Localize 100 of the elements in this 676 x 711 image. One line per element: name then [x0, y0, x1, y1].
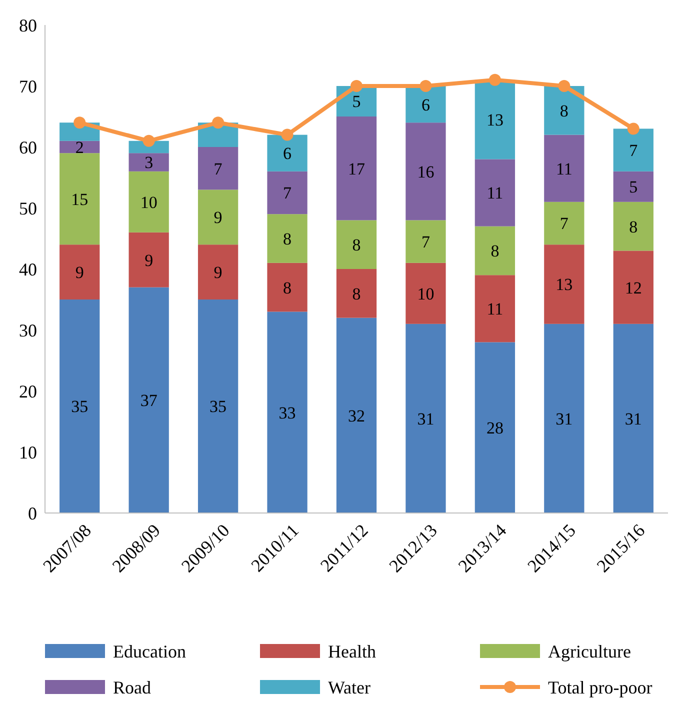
- point: [558, 80, 570, 92]
- bar: [544, 324, 584, 513]
- data-label: 7: [214, 159, 223, 178]
- data-label: 35: [210, 397, 227, 416]
- data-label: 11: [486, 184, 504, 203]
- data-label: 7: [421, 232, 430, 252]
- data-label: 7: [629, 141, 638, 160]
- y-tick-label: 40: [19, 259, 37, 280]
- point: [420, 80, 432, 92]
- data-label: 37: [140, 391, 158, 410]
- bar: [336, 318, 377, 513]
- data-label: 9: [144, 250, 154, 270]
- data-label: 12: [624, 278, 642, 298]
- legend-label: Education: [113, 641, 186, 662]
- data-label: 3: [144, 153, 154, 172]
- bar: [267, 134, 308, 172]
- data-label: 11: [556, 159, 572, 178]
- data-label: 15: [71, 190, 88, 209]
- bar: [474, 342, 516, 513]
- data-label: 10: [417, 284, 434, 304]
- bar: [544, 202, 584, 245]
- data-label: 13: [486, 110, 504, 130]
- bar: [198, 300, 238, 513]
- data-label: 11: [486, 300, 504, 319]
- legend-label: Road: [113, 677, 151, 698]
- point: [74, 116, 86, 129]
- data-label: 9: [214, 263, 222, 282]
- data-label: 13: [556, 275, 573, 294]
- bar: [267, 214, 308, 263]
- data-label: 32: [348, 406, 365, 426]
- bar: [267, 312, 308, 513]
- y-tick-label: 10: [19, 442, 37, 462]
- data-label: 6: [283, 144, 292, 164]
- bar: [544, 86, 584, 135]
- data-label: 17: [348, 159, 366, 178]
- legend-label: Health: [328, 641, 376, 662]
- bar: [474, 275, 516, 342]
- data-label: 33: [278, 403, 296, 422]
- bar: [267, 262, 308, 312]
- data-label: 6: [421, 95, 430, 114]
- bar: [128, 287, 169, 513]
- bar: [544, 134, 584, 202]
- bar: [128, 171, 169, 232]
- bar: [613, 171, 654, 202]
- data-label: 35: [71, 397, 88, 416]
- data-label: 7: [560, 214, 569, 234]
- bar: [613, 128, 654, 172]
- data-label: 10: [140, 192, 158, 212]
- bar: [336, 220, 377, 269]
- legend-label: Water: [328, 677, 371, 698]
- data-label: 8: [352, 284, 361, 304]
- y-tick-label: 70: [19, 76, 37, 96]
- data-label: 5: [352, 92, 361, 112]
- bar: [613, 250, 654, 324]
- bar: [544, 244, 584, 324]
- legend-label: Agriculture: [548, 641, 631, 662]
- bar: [406, 86, 446, 123]
- data-label: 8: [629, 217, 638, 236]
- data-label: 8: [560, 101, 568, 120]
- data-label: 31: [624, 409, 642, 428]
- data-label: 31: [556, 409, 573, 428]
- point: [212, 116, 224, 129]
- data-label: 5: [629, 178, 638, 197]
- point: [488, 74, 501, 86]
- legend-label: Total pro-poor: [548, 677, 652, 698]
- bar: [128, 153, 169, 172]
- data-label: 16: [417, 162, 434, 182]
- y-tick-label: 0: [28, 503, 37, 524]
- data-label: 2: [75, 138, 84, 157]
- bar: [406, 324, 446, 513]
- bar: [128, 232, 169, 288]
- bar: [336, 269, 377, 318]
- data-label: 28: [486, 418, 504, 438]
- data-label: 31: [417, 409, 434, 428]
- bar: [406, 262, 446, 324]
- data-label: 9: [75, 263, 84, 282]
- bar: [267, 171, 308, 214]
- bar: [60, 140, 100, 154]
- data-label: 8: [283, 278, 292, 298]
- bar: [198, 190, 238, 245]
- bar: [474, 80, 516, 160]
- y-tick-label: 50: [19, 198, 37, 218]
- y-tick-label: 80: [19, 15, 37, 36]
- bar: [336, 116, 377, 220]
- bar: [474, 226, 516, 276]
- data-label: 7: [283, 184, 292, 203]
- data-label: 8: [490, 242, 500, 261]
- bar: [198, 147, 238, 190]
- point: [627, 122, 640, 135]
- bar: [613, 324, 654, 513]
- bar: [613, 202, 654, 251]
- data-label: 9: [214, 208, 222, 228]
- y-tick-label: 60: [19, 137, 37, 158]
- y-tick-label: 30: [19, 320, 37, 340]
- bar: [60, 153, 100, 245]
- bar: [60, 244, 100, 300]
- bar: [406, 122, 446, 220]
- data-label: 8: [283, 229, 292, 248]
- bar: [406, 220, 446, 263]
- y-tick-label: 20: [19, 381, 37, 402]
